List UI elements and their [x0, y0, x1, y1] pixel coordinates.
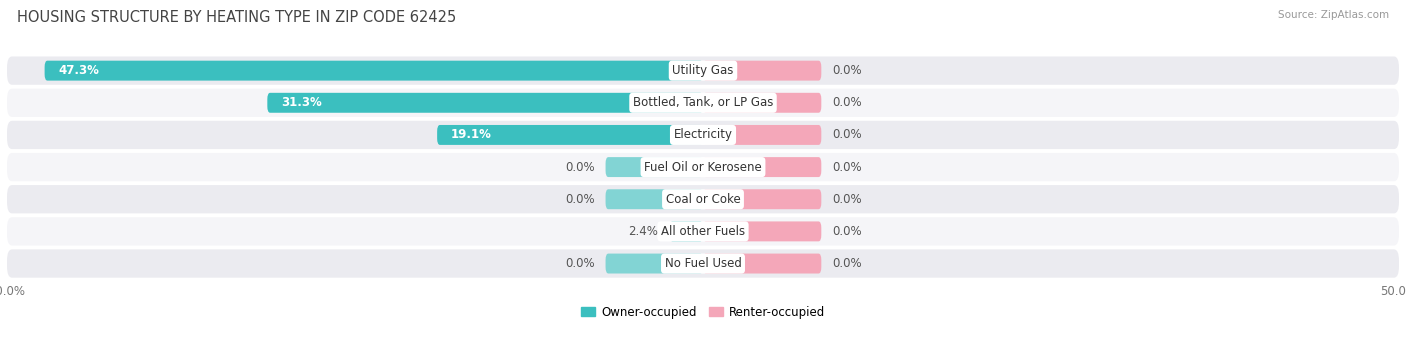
Text: 0.0%: 0.0%	[832, 257, 862, 270]
FancyBboxPatch shape	[703, 157, 821, 177]
Text: 0.0%: 0.0%	[832, 193, 862, 206]
Text: 0.0%: 0.0%	[832, 225, 862, 238]
FancyBboxPatch shape	[703, 125, 821, 145]
Text: 2.4%: 2.4%	[628, 225, 658, 238]
Text: HOUSING STRUCTURE BY HEATING TYPE IN ZIP CODE 62425: HOUSING STRUCTURE BY HEATING TYPE IN ZIP…	[17, 10, 456, 25]
Text: 0.0%: 0.0%	[832, 96, 862, 109]
FancyBboxPatch shape	[7, 121, 1399, 149]
Text: Bottled, Tank, or LP Gas: Bottled, Tank, or LP Gas	[633, 96, 773, 109]
Text: Coal or Coke: Coal or Coke	[665, 193, 741, 206]
FancyBboxPatch shape	[437, 125, 703, 145]
FancyBboxPatch shape	[606, 254, 703, 273]
Text: 0.0%: 0.0%	[565, 161, 595, 174]
FancyBboxPatch shape	[267, 93, 703, 113]
Text: 0.0%: 0.0%	[832, 129, 862, 142]
Text: 31.3%: 31.3%	[281, 96, 322, 109]
Text: All other Fuels: All other Fuels	[661, 225, 745, 238]
Text: 0.0%: 0.0%	[565, 257, 595, 270]
Text: 0.0%: 0.0%	[565, 193, 595, 206]
Text: 19.1%: 19.1%	[451, 129, 492, 142]
FancyBboxPatch shape	[703, 254, 821, 273]
Text: No Fuel Used: No Fuel Used	[665, 257, 741, 270]
FancyBboxPatch shape	[7, 153, 1399, 181]
FancyBboxPatch shape	[703, 93, 821, 113]
FancyBboxPatch shape	[7, 89, 1399, 117]
Text: 0.0%: 0.0%	[832, 161, 862, 174]
FancyBboxPatch shape	[669, 221, 703, 241]
FancyBboxPatch shape	[703, 61, 821, 80]
Text: 47.3%: 47.3%	[59, 64, 100, 77]
FancyBboxPatch shape	[7, 217, 1399, 246]
Text: Utility Gas: Utility Gas	[672, 64, 734, 77]
Text: Fuel Oil or Kerosene: Fuel Oil or Kerosene	[644, 161, 762, 174]
FancyBboxPatch shape	[703, 189, 821, 209]
Legend: Owner-occupied, Renter-occupied: Owner-occupied, Renter-occupied	[576, 301, 830, 323]
FancyBboxPatch shape	[703, 221, 821, 241]
FancyBboxPatch shape	[7, 185, 1399, 213]
Text: 0.0%: 0.0%	[832, 64, 862, 77]
FancyBboxPatch shape	[606, 157, 703, 177]
FancyBboxPatch shape	[45, 61, 703, 80]
FancyBboxPatch shape	[7, 57, 1399, 85]
FancyBboxPatch shape	[606, 189, 703, 209]
FancyBboxPatch shape	[7, 249, 1399, 278]
Text: Source: ZipAtlas.com: Source: ZipAtlas.com	[1278, 10, 1389, 20]
Text: Electricity: Electricity	[673, 129, 733, 142]
